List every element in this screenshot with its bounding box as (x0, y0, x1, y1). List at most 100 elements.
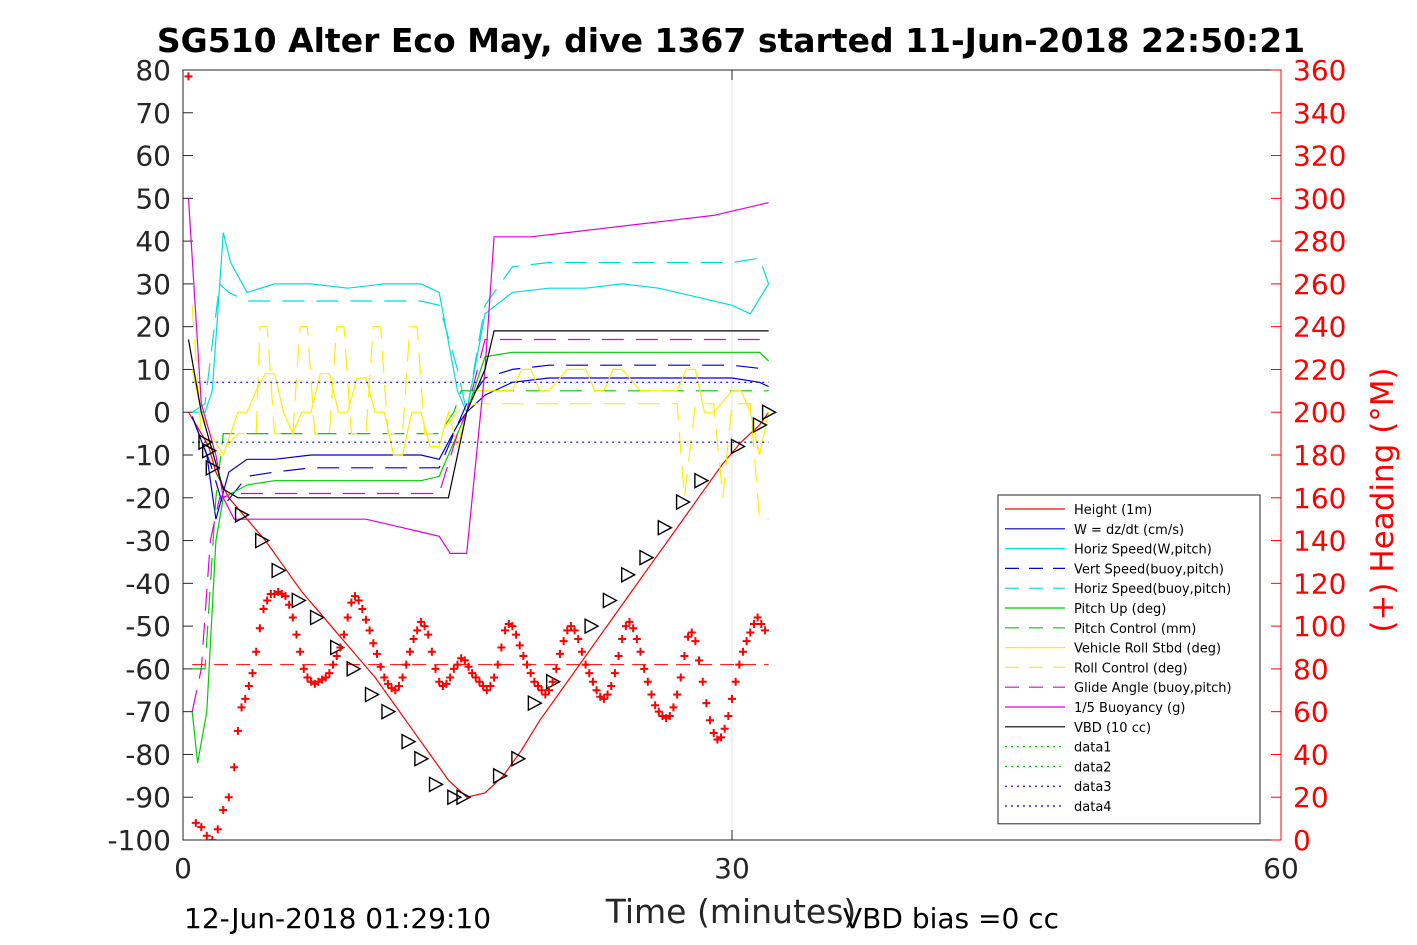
y-right-tick-label: 260 (1293, 268, 1346, 301)
heading-point (354, 596, 363, 605)
heading-point (614, 652, 623, 661)
heading-point (351, 592, 360, 601)
y-right-tick-label: 360 (1293, 54, 1346, 87)
heading-point (219, 806, 228, 815)
x-tick-label: 30 (714, 852, 750, 885)
heading-point (742, 637, 751, 646)
heading-point (202, 831, 211, 840)
height-marker (761, 404, 778, 421)
heading-point (676, 673, 685, 682)
heading-point (442, 679, 451, 688)
height-marker (428, 776, 445, 793)
heading-point (376, 662, 385, 671)
heading-point (248, 669, 257, 678)
heading-point (706, 716, 715, 725)
heading-point (632, 634, 641, 643)
heading-point (252, 647, 261, 656)
y-tick-label: 80 (135, 54, 171, 87)
height-marker (657, 519, 673, 536)
heading-point (191, 818, 200, 827)
heading-point (640, 664, 649, 673)
heading-point (340, 630, 349, 639)
heading-point (738, 647, 747, 656)
heading-point (329, 660, 338, 669)
heading-point (405, 647, 414, 656)
height-marker (752, 416, 768, 434)
heading-point (325, 669, 334, 678)
y-right-tick-label: 120 (1293, 567, 1346, 600)
heading-point (599, 694, 608, 703)
y-tick-label: -80 (125, 738, 171, 771)
heading-point (391, 686, 400, 695)
heading-point (336, 643, 345, 652)
heading-point (585, 669, 594, 678)
y-right-tick-label: 160 (1293, 482, 1346, 515)
y-right-tick-label: 300 (1293, 182, 1346, 215)
legend-label: data3 (1074, 780, 1112, 795)
heading-point (724, 711, 733, 720)
series-group (184, 72, 778, 840)
height-marker (511, 750, 527, 767)
heading-point (695, 656, 704, 665)
heading-point (365, 626, 374, 635)
heading-point (263, 596, 272, 605)
legend-label: Pitch Control (mm) (1074, 622, 1196, 637)
heading-point (669, 703, 678, 712)
y-right-tick-label: 180 (1293, 439, 1346, 472)
series-line-height-1m- (187, 411, 770, 798)
footer-timestamp: 12-Jun-2018 01:29:10 (184, 902, 491, 935)
heading-point (479, 682, 488, 690)
heading-point (746, 628, 755, 637)
y-right-tick-label: 100 (1293, 610, 1346, 643)
height-marker (584, 617, 600, 635)
height-marker (201, 442, 218, 459)
heading-point (224, 793, 233, 802)
y-right-tick-label: 320 (1293, 140, 1346, 173)
legend-label: W = dz/dt (cm/s) (1074, 523, 1184, 538)
heading-point (482, 686, 491, 695)
heading-point (347, 598, 356, 607)
heading-point (464, 662, 473, 671)
heading-point (577, 647, 586, 656)
heading-point (643, 677, 652, 686)
x-axis-label: Time (minutes) (605, 892, 857, 931)
heading-point (343, 613, 352, 622)
y-tick-label: -60 (125, 653, 171, 686)
series-line-roll-control-deg- (191, 305, 769, 520)
y-tick-label: 20 (135, 311, 171, 344)
series-line-horiz-speed-w-pitch- (192, 232, 770, 415)
heading-point (559, 637, 568, 646)
heading-point (285, 600, 294, 609)
series-line-vbd-10-cc- (187, 330, 769, 499)
heading-point (717, 733, 726, 742)
heading-point (534, 682, 543, 690)
heading-point (475, 677, 484, 686)
heading-point (753, 613, 762, 622)
legend-box (997, 494, 1261, 825)
height-marker (364, 686, 380, 703)
legend-label: Vehicle Roll Stbd (deg) (1074, 642, 1221, 657)
heading-point (230, 763, 239, 772)
y-tick-label: 30 (135, 268, 171, 301)
heading-point (416, 617, 425, 626)
x-tick-label: 60 (1263, 852, 1299, 885)
plot-area (184, 72, 778, 840)
height-marker (309, 609, 326, 626)
height-marker (271, 562, 287, 579)
heading-point (592, 686, 601, 695)
heading-point (296, 647, 305, 656)
legend-label: Roll Control (deg) (1074, 661, 1188, 676)
series-line-vehicle-roll-stbd-deg- (191, 368, 770, 457)
heading-point (233, 726, 242, 735)
series-line-w-dz-dt-cm-s- (191, 377, 769, 520)
heading-point (555, 649, 564, 658)
legend-label: 1/5 Buoyancy (g) (1074, 701, 1185, 716)
y-tick-label: -100 (107, 824, 171, 857)
heading-point (372, 649, 381, 658)
series-line-glide-angle-buoy-pitch- (191, 338, 769, 712)
series-line-pitch-control-mm- (192, 390, 769, 670)
heading-point (530, 677, 539, 686)
heading-point (687, 628, 696, 637)
heading-point (184, 72, 193, 81)
